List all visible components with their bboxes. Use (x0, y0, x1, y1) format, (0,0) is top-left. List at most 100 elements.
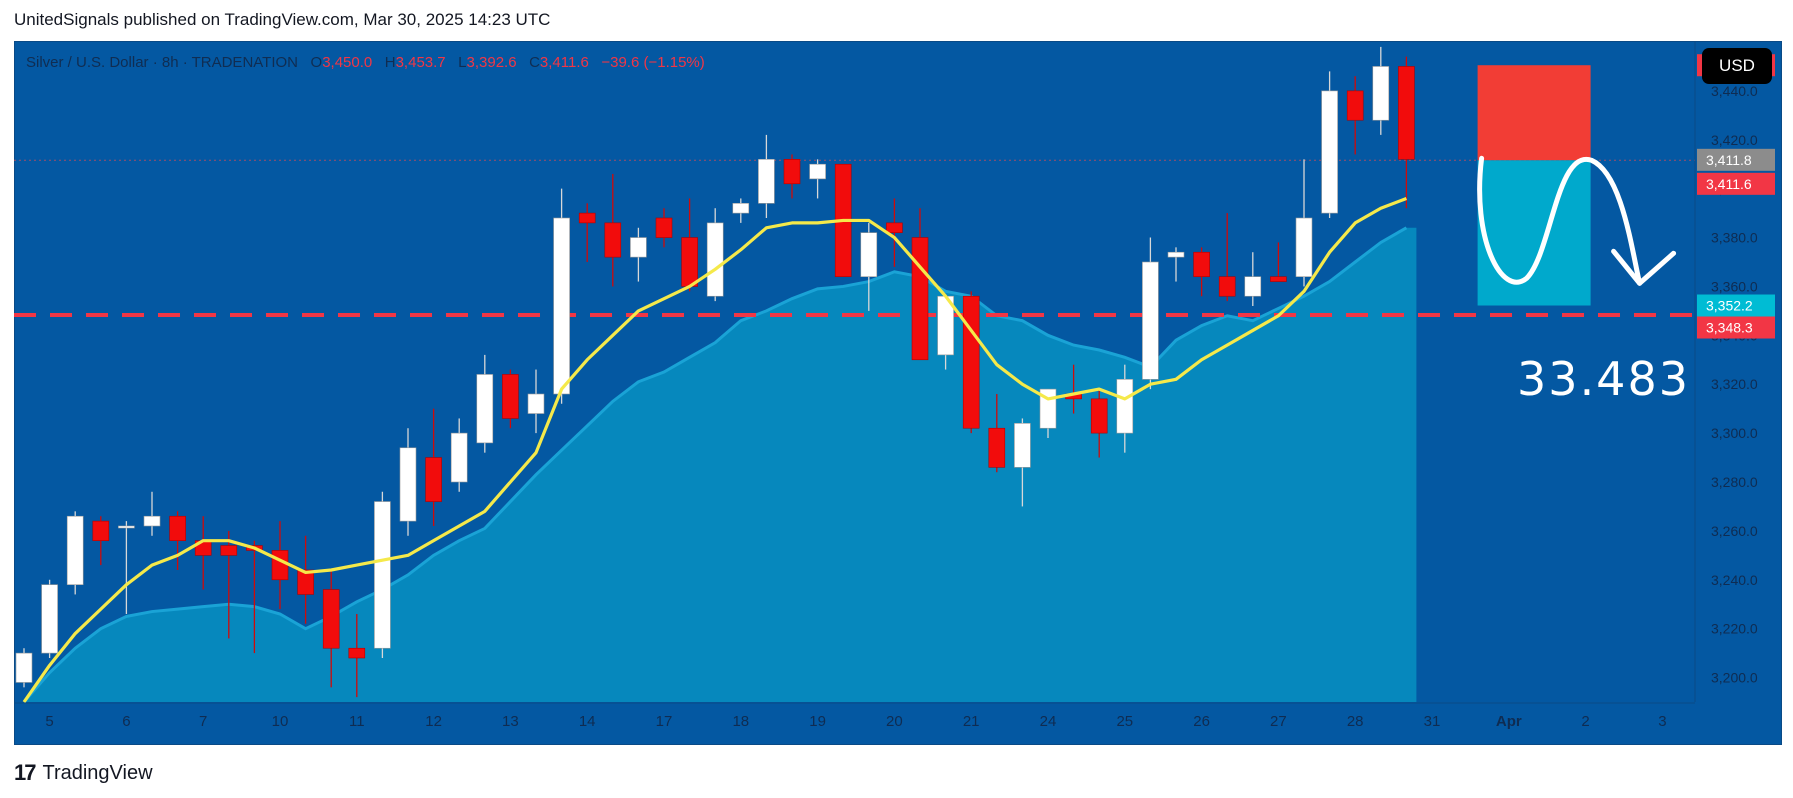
candle (527, 369, 545, 434)
candle (15, 648, 33, 688)
time-axis-tick-label: 20 (886, 713, 903, 730)
candle-body (860, 232, 878, 277)
time-axis-tick-label: 6 (122, 713, 130, 730)
price-level-tag-bg (1697, 294, 1775, 317)
candle-body (271, 550, 289, 581)
candle-body (962, 295, 980, 429)
candle-body (732, 203, 750, 214)
price-level-tag-label: 3,352.2 (1706, 298, 1753, 314)
candle (348, 614, 366, 698)
candle (630, 227, 647, 282)
time-axis-tick-label: 28 (1347, 713, 1364, 730)
price-axis-tick-label: 3,220.0 (1711, 621, 1758, 637)
ohlc-legend: Silver / U.S. Dollar · 8h · TRADENATION … (26, 54, 705, 71)
candle (450, 418, 468, 492)
candle-body (681, 237, 698, 287)
change-value: −39.6 (−1.15%) (601, 54, 705, 71)
time-axis-tick-label: 12 (425, 713, 442, 730)
candle-body (374, 501, 391, 649)
low-label: L (458, 54, 467, 71)
candle (732, 198, 750, 223)
close-label: C (529, 54, 540, 71)
price-axis-tick-label: 3,280.0 (1711, 474, 1758, 490)
candle (322, 570, 340, 688)
candle-body (578, 212, 596, 224)
candle (655, 208, 673, 248)
candle-body (502, 374, 519, 419)
candle-body (1116, 379, 1134, 434)
candle-body (450, 432, 468, 483)
price-axis-tick-label: 3,200.0 (1711, 670, 1758, 686)
tradingview-logo-icon: 17 (14, 760, 37, 785)
candle-body (604, 222, 622, 258)
time-axis-tick-label: 5 (45, 713, 53, 730)
candle (758, 134, 775, 218)
candle-body (1295, 217, 1313, 277)
price-level-tag-label: 3,348.3 (1706, 320, 1753, 336)
candle (783, 154, 801, 199)
candle (118, 521, 135, 614)
candle (1372, 46, 1390, 135)
price-level-tag-bg (1697, 316, 1775, 339)
price-axis-tick-label: 3,380.0 (1711, 230, 1758, 246)
candle (1116, 364, 1134, 453)
candle-body (322, 589, 340, 649)
time-axis-tick-label: 7 (199, 713, 207, 730)
high-label: H (384, 54, 396, 71)
candle-body (1218, 276, 1236, 297)
drawn-arrow-head (1611, 248, 1677, 286)
candle (1295, 159, 1313, 287)
time-axis-tick-label: 2 (1581, 713, 1589, 730)
candle (1167, 247, 1185, 282)
time-axis-tick-label: 14 (579, 713, 596, 730)
candle (399, 428, 417, 536)
currency-button[interactable]: USD (1702, 48, 1772, 84)
candle (860, 222, 878, 311)
candle (706, 208, 724, 302)
price-level-tag: 3,348.3 (1697, 316, 1775, 339)
candle (1321, 71, 1338, 218)
time-axis-tick-label: 19 (809, 713, 826, 730)
candle (886, 198, 903, 267)
candle-body (1244, 276, 1262, 297)
time-axis-tick-label: 11 (349, 713, 365, 730)
candle-body (527, 393, 545, 414)
candle (578, 203, 596, 262)
candle-body (1270, 276, 1287, 282)
drawn-arrow-path (1477, 155, 1643, 286)
stop-loss-zone (1477, 65, 1591, 161)
candle (92, 516, 110, 566)
candle (143, 491, 161, 536)
candle (271, 521, 289, 610)
time-axis-tick-label: 13 (502, 713, 519, 730)
candle-body (66, 515, 84, 585)
candle-body (1014, 423, 1031, 468)
candle-body (297, 569, 314, 595)
candle (194, 516, 212, 590)
open-value: 3,450.0 (322, 54, 373, 71)
candle-body (1321, 90, 1338, 214)
tradingview-brand: TradingView (42, 761, 153, 784)
candle-body (169, 515, 186, 541)
candle-body (783, 159, 801, 185)
candle-body (220, 545, 238, 556)
low-value: 3,392.6 (466, 54, 517, 71)
price-axis-tick-label: 3,360.0 (1711, 278, 1758, 294)
candle-body (630, 237, 647, 258)
candle (809, 159, 826, 199)
candle (604, 174, 622, 287)
time-axis-tick-label: 25 (1116, 713, 1133, 730)
area-series-fill (24, 227, 1417, 702)
candle (1346, 76, 1364, 155)
candle-body (1372, 66, 1390, 121)
candle-body (1142, 261, 1159, 380)
candle-body (988, 427, 1006, 468)
price-axis-tick-label: 3,420.0 (1711, 132, 1758, 148)
open-label: O (310, 54, 323, 71)
candle (169, 511, 186, 570)
candle (1142, 237, 1159, 390)
time-axis-tick-label: 21 (963, 713, 980, 730)
price-axis-tick-label: 3,300.0 (1711, 425, 1758, 441)
price-level-tag-label: 3,411.6 (1706, 176, 1752, 192)
